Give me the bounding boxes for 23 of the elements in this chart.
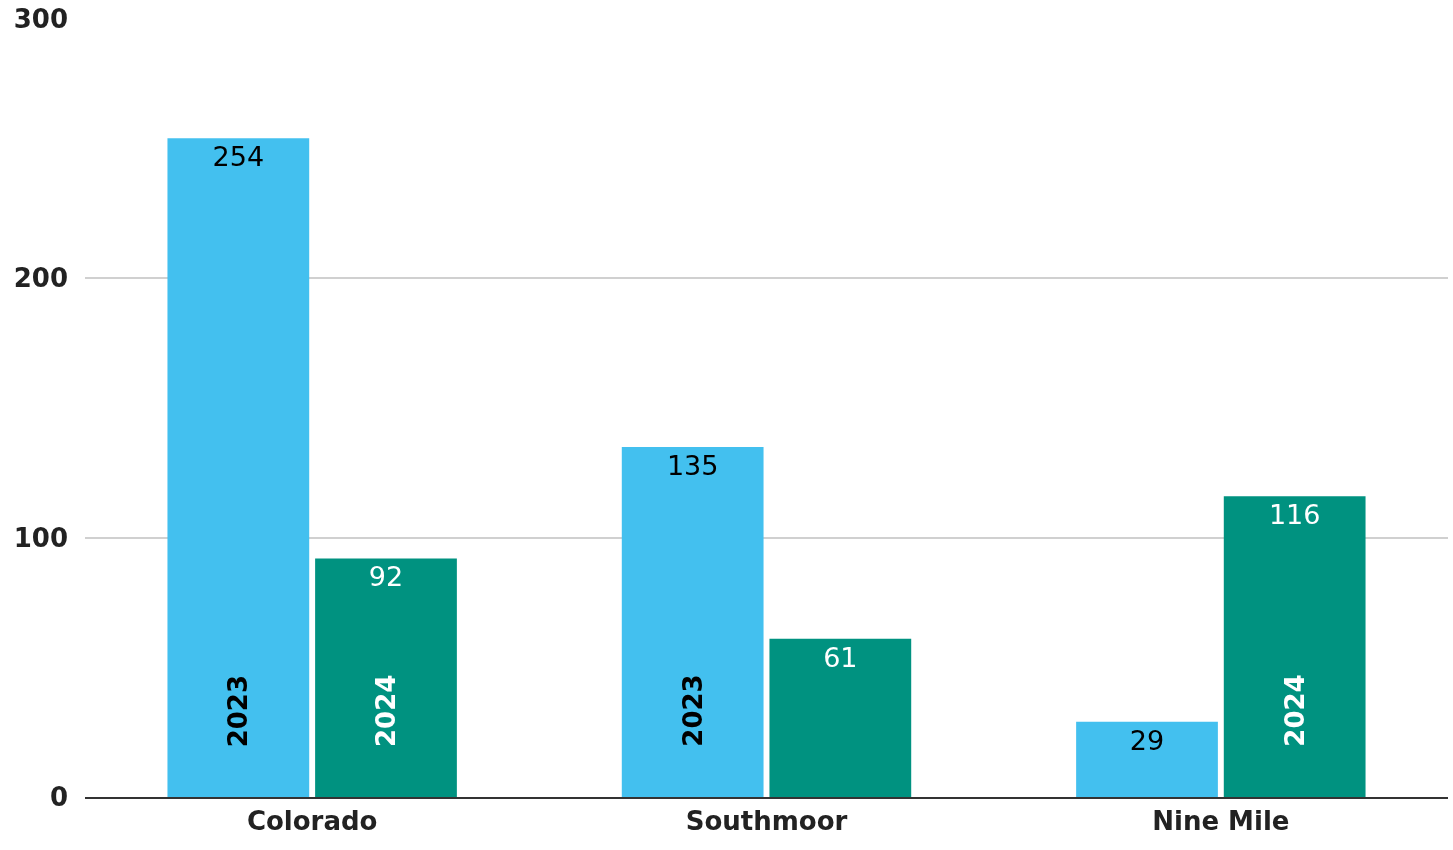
data-label: 135	[666, 449, 719, 481]
text: 2023	[677, 674, 708, 747]
y-tick-label: 200	[13, 263, 68, 294]
bar	[1076, 721, 1218, 797]
y-tick-label: 0	[49, 782, 68, 813]
data-label: 116	[1268, 499, 1321, 531]
bar	[315, 558, 457, 797]
y-tick-label: 100	[13, 522, 68, 553]
y-tick-label: 300	[13, 4, 68, 35]
series-label: 2023	[223, 674, 254, 748]
text: 2024	[1279, 674, 1310, 747]
x-tick-label: Southmoor	[685, 806, 848, 837]
bar	[621, 446, 764, 797]
bar	[769, 638, 912, 797]
x-tick-label: Nine Mile	[1152, 806, 1290, 837]
data-label: 254	[212, 141, 265, 173]
data-label: 61	[823, 641, 858, 673]
x-tick-label: Colorado	[246, 806, 378, 837]
data-label: 29	[1129, 724, 1165, 756]
series-label: 2024	[371, 674, 401, 747]
bar	[1223, 496, 1366, 797]
data-label: 92	[368, 561, 404, 593]
bar	[167, 138, 310, 797]
